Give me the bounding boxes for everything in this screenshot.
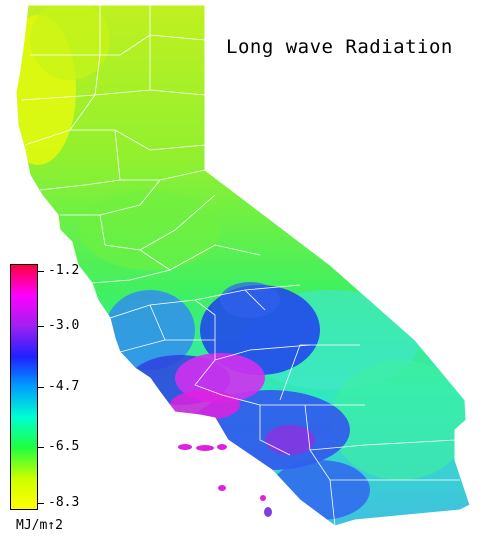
legend-label: -1.2: [48, 263, 80, 278]
legend-unit: MJ/m↑2: [16, 518, 63, 533]
legend-tick: [38, 387, 44, 388]
legend-tick: [38, 271, 44, 272]
legend-label: -4.7: [48, 379, 80, 394]
radiation-field: [16, 5, 470, 520]
map-title: Long wave Radiation: [226, 36, 453, 58]
channel-islands: [178, 444, 272, 517]
legend-label: -8.3: [48, 495, 80, 510]
legend-label: -3.0: [48, 318, 80, 333]
county-borders: [21, 5, 460, 527]
color-scale-bar: [10, 264, 38, 510]
legend-tick: [38, 503, 44, 504]
legend-label: -6.5: [48, 439, 80, 454]
legend-tick: [38, 326, 44, 327]
legend-tick: [38, 447, 44, 448]
